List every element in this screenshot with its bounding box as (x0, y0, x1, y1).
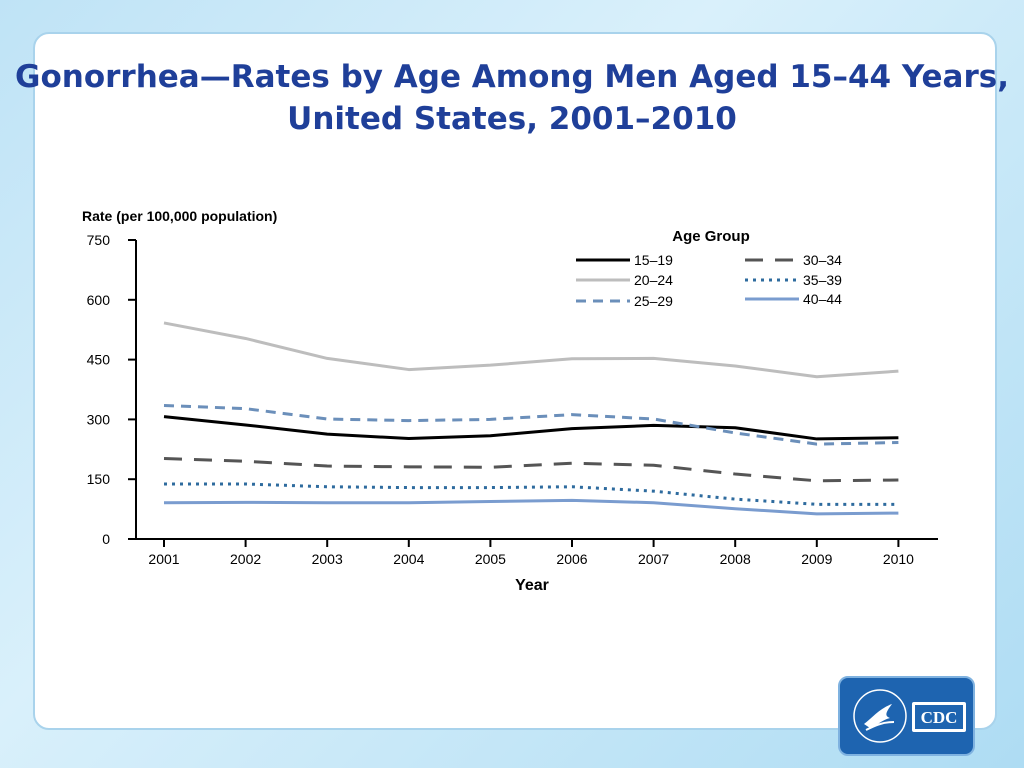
series-line (163, 403, 899, 446)
title-line-1: Gonorrhea—Rates by Age Among Men Aged 15… (15, 59, 1009, 95)
x-tick-label: 2003 (312, 551, 343, 567)
x-tick-label: 2002 (230, 551, 261, 567)
x-tick-label: 2009 (801, 551, 832, 567)
x-tick-label: 2008 (720, 551, 751, 567)
legend-label: 30–34 (803, 252, 842, 268)
x-tick-label: 2010 (883, 551, 914, 567)
x-tick-label: 2007 (638, 551, 669, 567)
y-tick-label: 450 (87, 352, 111, 368)
y-axis-label: Rate (per 100,000 population) (82, 208, 277, 224)
x-tick-label: 2005 (475, 551, 506, 567)
series-line (163, 498, 899, 516)
series-layer (163, 321, 899, 516)
y-tick-label: 0 (102, 531, 110, 547)
legend-label: 40–44 (803, 291, 842, 307)
hhs-eagle-icon: CDC (853, 689, 966, 743)
series-line (164, 482, 899, 506)
series-line (163, 456, 899, 483)
chart-axes: 0 150 300 450 600 750 2001 2002 2003 2004 2005 2006… (87, 232, 938, 567)
x-axis-label: Year (515, 577, 549, 594)
x-tick-label: 2006 (556, 551, 587, 567)
y-tick-label: 150 (87, 471, 111, 487)
y-tick-label: 300 (87, 411, 111, 427)
cdc-logo: CDC (838, 676, 975, 756)
legend-label: 15–19 (634, 252, 673, 268)
x-tick-label: 2004 (393, 551, 424, 567)
legend-label: 20–24 (634, 272, 673, 288)
title-line-2: United States, 2001–2010 (287, 101, 737, 137)
cdc-logo-text: CDC (921, 708, 958, 727)
slide-title: Gonorrhea—Rates by Age Among Men Aged 15… (0, 56, 1024, 140)
legend-label: 35–39 (803, 272, 842, 288)
legend-title: Age Group (672, 228, 750, 245)
y-tick-label: 750 (87, 232, 111, 248)
series-line (163, 321, 899, 379)
legend: 15–19 20–24 25–29 30–34 35–39 40–44 (576, 252, 842, 309)
x-tick-label: 2001 (148, 551, 179, 567)
slide-panel (33, 32, 997, 730)
series-line (163, 415, 899, 441)
y-tick-label: 600 (87, 292, 111, 308)
legend-label: 25–29 (634, 293, 673, 309)
